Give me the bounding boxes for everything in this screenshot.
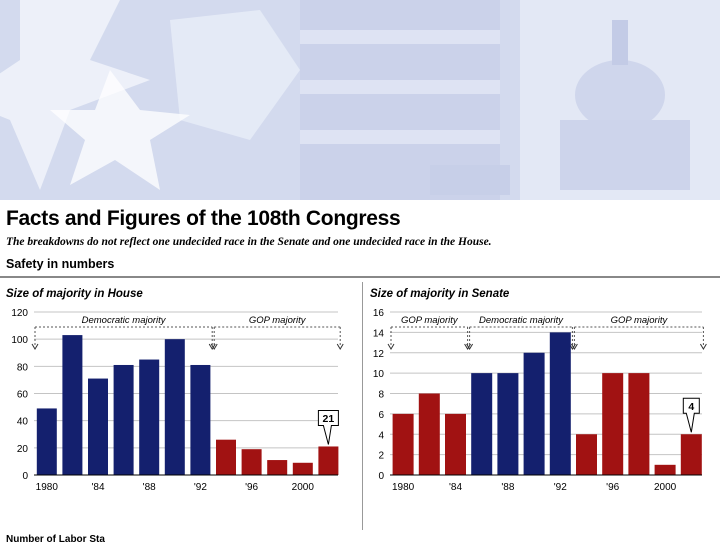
star-icon: [50, 70, 190, 190]
stripe-2: [300, 80, 500, 94]
y-tick-label: 120: [11, 308, 28, 319]
span-arrow-left-icon: [210, 343, 218, 350]
bar: [139, 359, 160, 475]
span-arrow-left-icon: [31, 343, 39, 350]
stripe-1: [300, 30, 500, 44]
span-arrow-right-icon: [336, 343, 344, 350]
x-tick-label: 2000: [654, 482, 677, 493]
bar: [36, 408, 57, 475]
x-tick-label: 2000: [292, 482, 315, 493]
bar: [216, 439, 236, 475]
y-tick-label: 80: [17, 362, 29, 373]
callout-label: 21: [323, 413, 335, 425]
x-tick-label: '92: [194, 482, 207, 493]
bar: [602, 373, 624, 475]
bar: [318, 446, 339, 475]
bar: [576, 434, 597, 475]
house-majority-chart: Size of majority in House 0 20 40 60 80 100 120…: [6, 288, 344, 493]
bar: [190, 364, 211, 475]
bar: [680, 434, 702, 475]
senate-majority-chart: Size of majority in Senate 0 2 4 6 8 10 12 14 16 G…: [370, 288, 707, 493]
page-title: Facts and Figures of the 108th Congress: [6, 207, 401, 230]
section-rule: [0, 276, 720, 278]
span-label: Democratic majority: [479, 315, 564, 326]
capitol-banner: [0, 0, 720, 200]
x-tick-label: '96: [606, 482, 619, 493]
y-tick-label: 14: [373, 328, 385, 339]
y-tick-label: 16: [373, 308, 385, 319]
x-tick-label: 1980: [36, 482, 59, 493]
callout-box: [682, 397, 700, 433]
x-tick-label: '88: [501, 482, 514, 493]
bar: [88, 378, 108, 475]
bar: [471, 373, 493, 475]
bar: [62, 335, 83, 475]
bar: [628, 373, 650, 475]
span-arrow-left-icon: [466, 343, 474, 350]
stripe-3: [300, 130, 500, 144]
span-label: GOP majority: [611, 315, 669, 326]
chart-title: Size of majority in House: [6, 288, 143, 300]
capitol-dome-icon: [575, 60, 665, 130]
y-tick-label: 4: [378, 430, 384, 441]
bar: [164, 339, 185, 475]
chart-title: Size of majority in Senate: [370, 288, 510, 300]
span-arrow-left-icon: [570, 343, 578, 350]
bar: [418, 393, 440, 475]
x-tick-label: '96: [245, 482, 258, 493]
y-tick-label: 100: [11, 335, 28, 346]
banner-art: [0, 0, 720, 200]
bar: [267, 460, 288, 475]
y-tick-label: 0: [378, 471, 384, 482]
y-tick-label: 2: [378, 451, 384, 462]
chart-divider: [362, 282, 363, 530]
y-tick-label: 40: [17, 417, 29, 428]
y-tick-label: 6: [378, 410, 384, 421]
x-tick-label: '88: [143, 482, 156, 493]
y-tick-label: 20: [17, 444, 29, 455]
x-tick-label: '84: [91, 482, 104, 493]
x-tick-label: 1980: [392, 482, 415, 493]
span-arrow-right-icon: [464, 343, 472, 350]
span-label: GOP majority: [401, 315, 459, 326]
span-arrow-right-icon: [208, 343, 216, 350]
section-heading: Safety in numbers: [6, 257, 115, 271]
bar: [292, 462, 313, 475]
flag-fold-shape: [170, 10, 300, 140]
x-tick-label: '92: [554, 482, 567, 493]
capitol-building: [560, 120, 690, 190]
y-tick-label: 8: [378, 390, 384, 401]
bar: [654, 464, 676, 475]
bar: [523, 352, 545, 475]
bar: [392, 413, 414, 475]
page-subtitle: The breakdowns do not reflect one undeci…: [6, 236, 492, 248]
x-tick-label: '84: [449, 482, 462, 493]
span-label: GOP majority: [249, 315, 307, 326]
bar: [497, 373, 519, 475]
span-arrow-left-icon: [387, 343, 395, 350]
callout-box: [317, 409, 339, 445]
small-building: [430, 165, 510, 195]
capitol-tower: [612, 20, 628, 65]
span-arrow-right-icon: [699, 343, 707, 350]
y-tick-label: 10: [373, 369, 385, 380]
bar: [113, 364, 134, 475]
callout-label: 4: [688, 401, 694, 413]
y-tick-label: 60: [17, 390, 29, 401]
span-label: Democratic majority: [82, 315, 167, 326]
bar: [549, 332, 571, 475]
y-tick-label: 12: [373, 349, 385, 360]
y-tick-label: 0: [22, 471, 28, 482]
bar: [445, 413, 466, 475]
star-shape-left: [0, 0, 150, 190]
bar: [241, 449, 262, 475]
